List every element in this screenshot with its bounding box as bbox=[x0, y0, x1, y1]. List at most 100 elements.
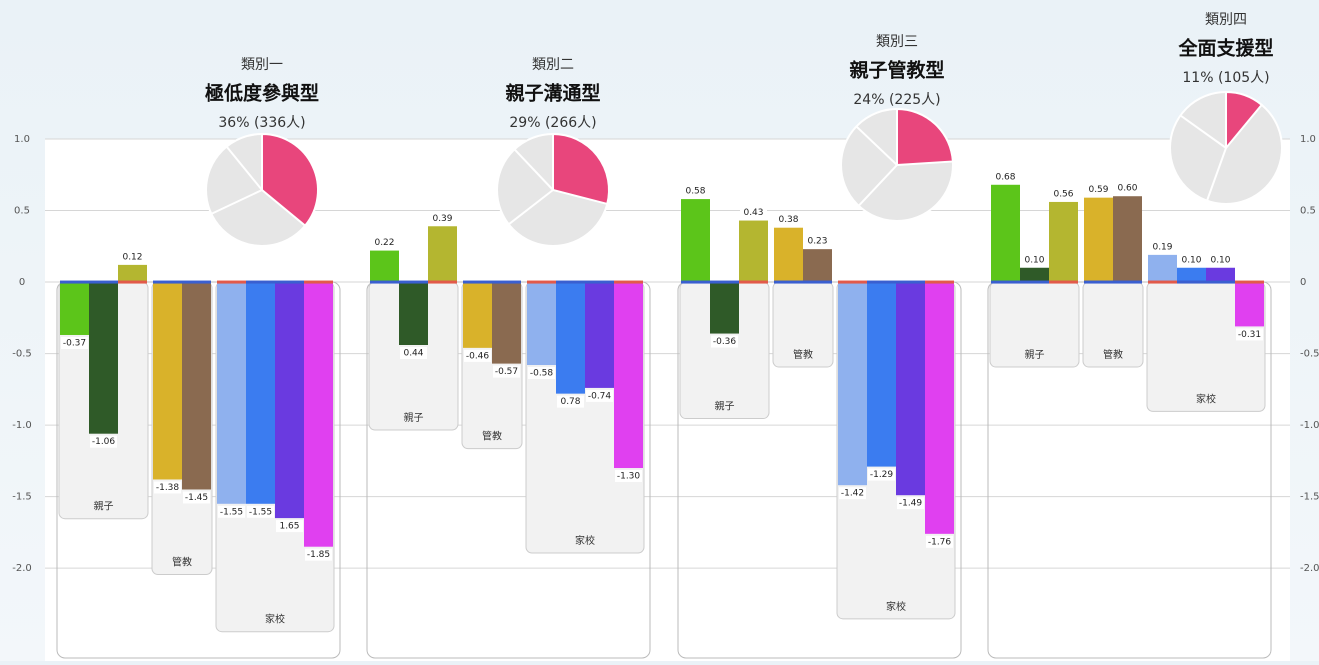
baseline-strip bbox=[710, 280, 739, 284]
bar bbox=[370, 250, 399, 283]
value-label: -1.76 bbox=[928, 537, 952, 547]
value-label: 0.60 bbox=[1117, 184, 1137, 194]
cluster-label: 類別四 bbox=[1205, 12, 1247, 28]
group-label: 管教 bbox=[793, 348, 813, 361]
value-label: 0.23 bbox=[807, 237, 827, 247]
value-label: 0.38 bbox=[778, 215, 798, 225]
y-tick-label: 1.0 bbox=[14, 134, 30, 145]
baseline-strip bbox=[1049, 280, 1078, 284]
y-tick-label: -2.0 bbox=[12, 563, 32, 574]
cluster-label: 類別三 bbox=[876, 34, 918, 50]
value-label-bg bbox=[218, 505, 245, 518]
y-tick-label: 0.5 bbox=[14, 206, 30, 217]
value-label: 0.44 bbox=[403, 349, 423, 359]
bar bbox=[89, 282, 118, 434]
group-label: 親子 bbox=[715, 400, 735, 413]
cluster-percent: 36% (336人) bbox=[218, 115, 305, 131]
value-label-bg bbox=[90, 435, 117, 448]
bar bbox=[803, 249, 832, 283]
baseline-strip bbox=[527, 280, 556, 284]
group-label: 家校 bbox=[1196, 392, 1216, 405]
value-label-bg bbox=[711, 335, 738, 348]
cluster-name: 極低度參與型 bbox=[205, 82, 319, 105]
baseline-strip bbox=[463, 280, 492, 284]
pie-slice bbox=[896, 107, 954, 167]
bar bbox=[991, 184, 1020, 283]
value-label: 0.39 bbox=[432, 214, 452, 224]
baseline-strip bbox=[1177, 280, 1206, 284]
baseline-strip bbox=[1206, 280, 1235, 284]
value-label-bg bbox=[1050, 187, 1077, 200]
value-label-bg bbox=[557, 395, 584, 408]
baseline-strip bbox=[681, 280, 710, 284]
pie-divider bbox=[210, 189, 263, 215]
value-label-bg bbox=[528, 367, 555, 380]
y-tick-label: -0.5 bbox=[12, 349, 32, 360]
pie-slice bbox=[1225, 90, 1264, 151]
baseline-strip bbox=[60, 280, 89, 284]
bar bbox=[1206, 267, 1235, 283]
value-label-bg bbox=[1085, 183, 1112, 196]
bar bbox=[681, 199, 710, 283]
group-label: 管教 bbox=[172, 555, 192, 568]
baseline-strip bbox=[428, 280, 457, 284]
value-label-bg bbox=[1149, 240, 1176, 253]
baseline-strip bbox=[925, 280, 954, 284]
baseline-strip bbox=[739, 280, 768, 284]
value-label: -1.45 bbox=[185, 493, 208, 503]
bar bbox=[118, 264, 147, 283]
bar bbox=[614, 282, 643, 469]
baseline-strip bbox=[867, 280, 896, 284]
value-label-bg bbox=[992, 170, 1019, 183]
pie-slice bbox=[261, 132, 319, 228]
group-label: 親子 bbox=[404, 411, 424, 424]
y-tick-label-right: 0.5 bbox=[1300, 206, 1316, 217]
value-label: -1.30 bbox=[617, 472, 641, 482]
value-label: -1.85 bbox=[307, 550, 330, 560]
bar bbox=[1235, 282, 1264, 327]
value-label: 0.43 bbox=[743, 208, 763, 218]
value-label-bg bbox=[1021, 253, 1048, 266]
value-label-bg bbox=[1236, 328, 1263, 341]
value-label-bg bbox=[926, 535, 953, 548]
value-label: 0.10 bbox=[1181, 255, 1201, 265]
baseline-strip bbox=[246, 280, 275, 284]
y-tick-label-right: -0.5 bbox=[1300, 349, 1319, 360]
bar bbox=[1177, 267, 1206, 283]
bar bbox=[896, 282, 925, 496]
cluster-label: 類別二 bbox=[532, 57, 574, 73]
value-label-bg bbox=[61, 336, 88, 349]
y-tick-label-right: 0 bbox=[1300, 277, 1306, 288]
value-label: -0.74 bbox=[588, 391, 612, 401]
baseline-strip bbox=[182, 280, 211, 284]
bar bbox=[275, 282, 304, 519]
cluster-label: 類別一 bbox=[241, 57, 283, 73]
group-label: 親子 bbox=[94, 500, 114, 513]
value-label-bg bbox=[1114, 182, 1141, 195]
baseline-strip bbox=[217, 280, 246, 284]
value-label: 0.56 bbox=[1053, 189, 1073, 199]
bar bbox=[1020, 267, 1049, 283]
value-label: -0.57 bbox=[495, 367, 518, 377]
value-label: -0.31 bbox=[1238, 330, 1261, 340]
pie-divider bbox=[508, 189, 554, 226]
value-label: -1.49 bbox=[899, 499, 923, 509]
value-label-bg bbox=[868, 468, 895, 481]
bar bbox=[774, 227, 803, 283]
value-label: 1.65 bbox=[279, 522, 299, 532]
bar bbox=[492, 282, 521, 364]
bar bbox=[1148, 254, 1177, 283]
cluster-percent: 29% (266人) bbox=[509, 115, 596, 131]
value-label-bg bbox=[615, 470, 642, 483]
value-label: -1.06 bbox=[92, 437, 116, 447]
baseline-strip bbox=[1020, 280, 1049, 284]
cluster-name: 親子溝通型 bbox=[505, 82, 600, 105]
baseline-strip bbox=[118, 280, 147, 284]
baseline-strip bbox=[803, 280, 832, 284]
bar bbox=[710, 282, 739, 334]
value-label-bg bbox=[1178, 253, 1205, 266]
value-label-bg bbox=[154, 481, 181, 494]
value-label: -0.36 bbox=[713, 337, 737, 347]
value-label-bg bbox=[586, 389, 613, 402]
